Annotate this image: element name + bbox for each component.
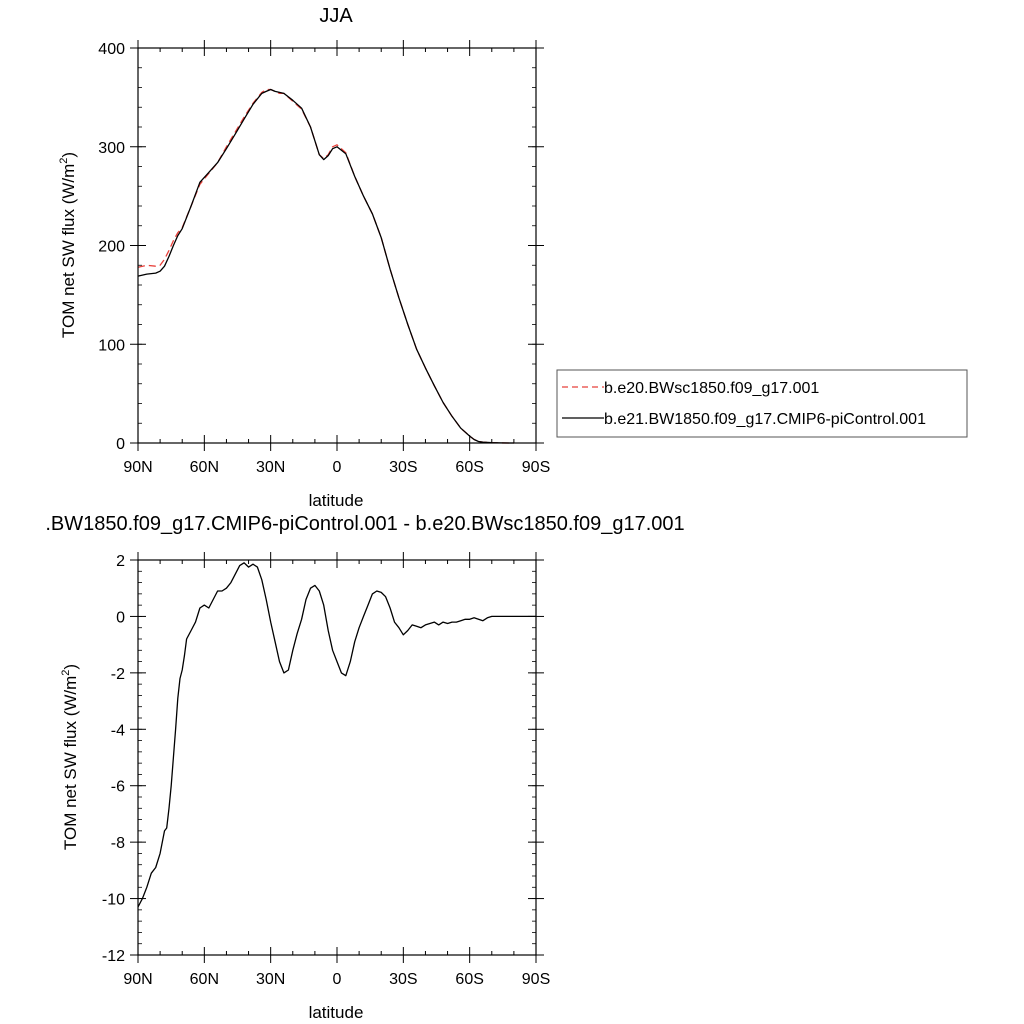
x-tick-label: 60S [455,971,483,988]
difference-title: .BW1850.f09_g17.CMIP6-piControl.001 - b.… [45,513,684,535]
y-tick-label: -4 [111,722,125,739]
x-tick-label: 90N [123,971,152,988]
x-tick-label: 30N [256,459,285,476]
plot-frame [137,47,537,444]
flux-panel: JJA 90N 60N 30N 0 30S 60S 90S 0 100 200 300 400 la… [58,5,968,510]
y-tick-labels: 0 100 200 300 400 [98,41,125,453]
x-axis-label: latitude [309,491,364,510]
y-axis-label-main: TOM net SW flux (W/m [61,676,80,850]
y-axis-label-sup: 2 [58,158,70,164]
y-axis-label-end: ) [59,152,78,158]
y-axis-label-main: TOM net SW flux (W/m [59,164,78,338]
y-tick-label: 0 [116,436,125,453]
x-tick-label: 30S [389,459,417,476]
legend-entry-picontrol: b.e21.BW1850.f09_g17.CMIP6-piControl.001 [604,411,926,428]
y-tick-labels: -12 -10 -8 -6 -4 -2 0 2 [102,553,125,965]
x-tick-label: 0 [333,459,342,476]
legend-box [556,369,968,438]
x-tick-label: 60N [190,459,219,476]
y-axis-label-sup: 2 [60,670,72,676]
tick-marks [130,40,544,451]
y-tick-label: 0 [116,609,125,626]
y-axis-label-end: ) [61,664,80,670]
x-tick-label: 90S [522,971,550,988]
x-tick-label: 0 [333,971,342,988]
legend-entry-bwsc1850: b.e20.BWsc1850.f09_g17.001 [604,380,819,397]
y-tick-label: 400 [98,41,125,58]
y-tick-label: -10 [102,892,125,909]
x-tick-labels: 90N 60N 30N 0 30S 60S 90S [123,459,550,476]
difference-panel: .BW1850.f09_g17.CMIP6-piControl.001 - b.… [45,513,684,1022]
x-tick-label: 90S [522,459,550,476]
y-tick-label: -6 [111,779,125,796]
y-axis-label: TOM net SW flux (W/m2) [60,664,80,850]
tick-marks [130,552,544,963]
legend: b.e20.BWsc1850.f09_g17.001 b.e21.BW1850.… [556,369,968,438]
x-tick-label: 60N [190,971,219,988]
y-tick-label: 200 [98,239,125,256]
y-tick-label: -2 [111,666,125,683]
y-tick-label: -12 [102,948,125,965]
y-tick-label: 2 [116,553,125,570]
x-tick-labels: 90N 60N 30N 0 30S 60S 90S [123,971,550,988]
x-tick-label: 30S [389,971,417,988]
y-axis-label: TOM net SW flux (W/m2) [58,152,78,338]
series-line-0 [137,88,514,444]
series-lines [137,88,514,444]
x-axis-label: latitude [309,1003,364,1022]
x-tick-label: 90N [123,459,152,476]
series-line-1 [137,88,514,444]
x-tick-label: 60S [455,459,483,476]
x-tick-label: 30N [256,971,285,988]
y-tick-label: 100 [98,337,125,354]
plot-frame [137,559,537,956]
chart-title: JJA [319,5,353,27]
series-line-0 [137,562,536,908]
y-tick-label: -8 [111,835,125,852]
series-lines [137,562,536,908]
y-tick-label: 300 [98,140,125,157]
